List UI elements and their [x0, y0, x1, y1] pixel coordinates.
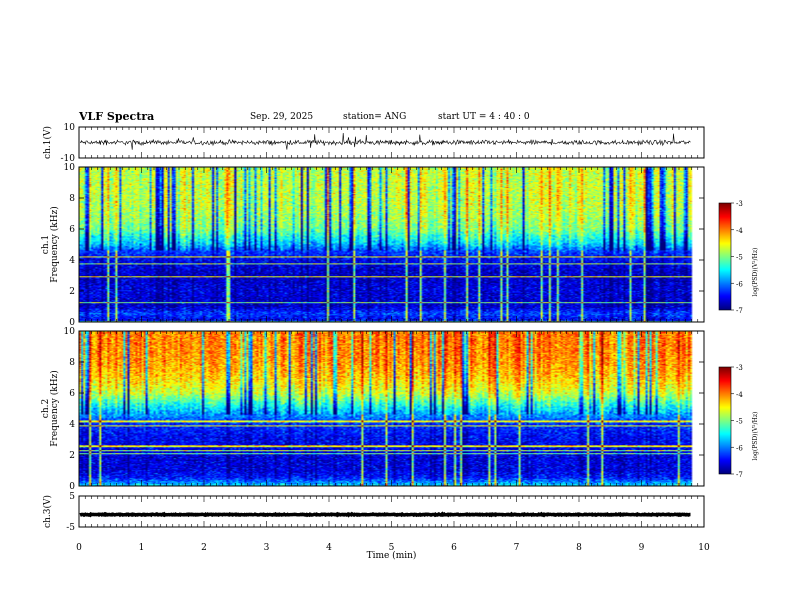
- y-axis-label-channel: ch.2: [41, 399, 51, 418]
- y-tick-label: 8: [69, 194, 75, 204]
- colorbar-tick-label: -7: [736, 307, 743, 315]
- y-tick-label: 6: [69, 389, 75, 399]
- y-tick-label: 0: [69, 482, 75, 492]
- colorbar-tick-label: -5: [736, 418, 743, 426]
- x-tick-label: 6: [451, 543, 457, 553]
- spectrogram-image: [79, 331, 704, 486]
- y-tick-label: 2: [69, 451, 75, 461]
- y-tick-label: -10: [61, 154, 76, 164]
- y-axis-label-ch3: ch.3(V): [42, 495, 53, 528]
- y-tick-label: 5: [69, 492, 75, 502]
- x-tick-label: 2: [201, 543, 207, 553]
- x-axis-label: Time (min): [367, 550, 417, 561]
- x-tick-label: 5: [389, 543, 395, 553]
- x-tick-label: 0: [76, 543, 82, 553]
- colorbar-tick-label: -6: [736, 444, 743, 452]
- x-tick-label: 4: [326, 543, 332, 553]
- y-tick-label: 10: [64, 123, 76, 133]
- y-tick-label: 10: [64, 163, 76, 173]
- x-tick-label: 9: [639, 543, 645, 553]
- y-axis-label-ch1: ch.1(V): [42, 126, 53, 159]
- y-tick-label: 4: [69, 420, 75, 430]
- y-tick-label: 0: [69, 318, 75, 328]
- colorbar-tick-label: -3: [736, 200, 743, 208]
- y-tick-label: 8: [69, 358, 75, 368]
- colorbar: [719, 367, 731, 474]
- y-tick-label: 10: [64, 327, 76, 337]
- y-tick-label: 6: [69, 225, 75, 235]
- y-tick-label: 2: [69, 287, 75, 297]
- y-axis-label-frequency: Frequency (kHz): [49, 206, 60, 283]
- colorbar-label: log(PSD)(V²/Hz): [752, 412, 759, 461]
- colorbar-tick-label: -3: [736, 364, 743, 372]
- y-tick-label: -5: [66, 523, 75, 533]
- chart-title: VLF Spectra: [79, 110, 155, 123]
- colorbar-tick-label: -5: [736, 254, 743, 262]
- y-tick-label: 4: [69, 256, 75, 266]
- x-tick-label: 7: [514, 543, 520, 553]
- colorbar: [719, 203, 731, 310]
- colorbar-label: log(PSD)(V²/Hz): [752, 248, 759, 297]
- x-tick-label: 10: [698, 543, 710, 553]
- y-axis-label-channel: ch.1: [41, 235, 51, 254]
- waveform-trace-ch3: [79, 511, 691, 518]
- spectrogram-image: [79, 167, 704, 322]
- date-label: Sep. 29, 2025: [250, 112, 314, 122]
- x-tick-label: 1: [139, 543, 145, 553]
- colorbar-tick-label: -7: [736, 471, 743, 479]
- x-tick-label: 8: [576, 543, 582, 553]
- waveform-trace-ch1: [79, 132, 691, 150]
- start-time-label: start UT = 4 : 40 : 0: [438, 112, 530, 122]
- colorbar-tick-label: -6: [736, 280, 743, 288]
- x-tick-label: 3: [264, 543, 270, 553]
- colorbar-tick-label: -4: [736, 227, 743, 235]
- station-label: station= ANG: [343, 112, 407, 122]
- colorbar-tick-label: -4: [736, 391, 743, 399]
- y-axis-label-frequency: Frequency (kHz): [49, 370, 60, 447]
